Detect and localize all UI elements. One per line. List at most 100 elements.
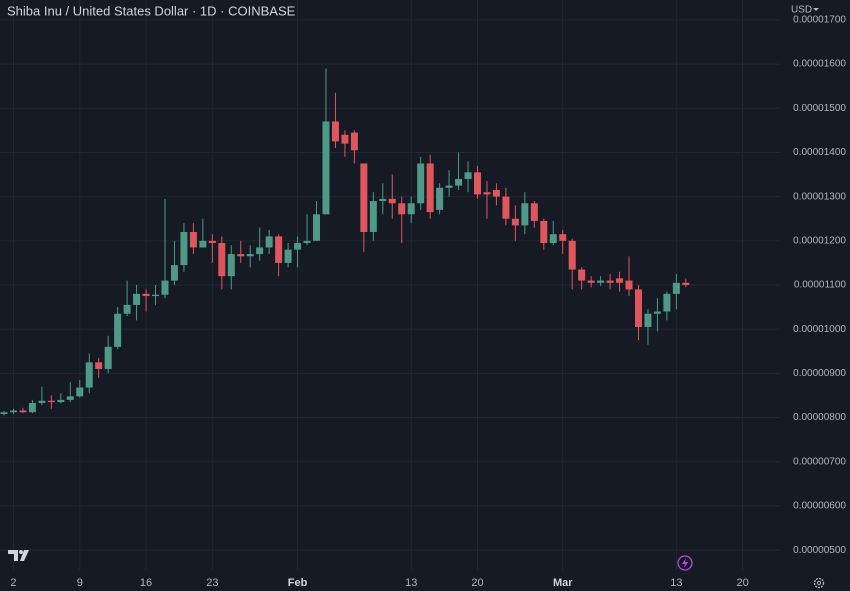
candle-body bbox=[218, 243, 226, 277]
candle-body bbox=[237, 254, 245, 257]
candle-body bbox=[152, 294, 160, 297]
candle-body bbox=[76, 387, 84, 397]
candle-body bbox=[540, 220, 548, 244]
tradingview-logo[interactable] bbox=[8, 550, 29, 561]
candle-body bbox=[644, 313, 652, 327]
candle-body bbox=[199, 240, 207, 248]
candle-body bbox=[284, 249, 292, 263]
candle-body bbox=[455, 178, 463, 186]
candle-body bbox=[104, 346, 112, 369]
y-tick-label: 0.00000700 bbox=[793, 456, 846, 467]
candle-body bbox=[275, 236, 283, 263]
y-tick-label: 0.00000900 bbox=[793, 368, 846, 379]
candle-body bbox=[341, 134, 349, 144]
candle-body bbox=[161, 280, 169, 295]
candle-body bbox=[568, 240, 576, 270]
candle-body bbox=[47, 400, 55, 403]
candle-body bbox=[294, 243, 302, 250]
y-tick-label: 0.00000600 bbox=[793, 501, 846, 512]
candle-body bbox=[426, 163, 434, 213]
candle-body bbox=[180, 231, 188, 266]
x-tick-label: 13 bbox=[670, 577, 682, 589]
candle-body bbox=[663, 293, 671, 312]
candle-body bbox=[492, 190, 500, 197]
candle-body bbox=[388, 198, 396, 204]
x-tick-label: 20 bbox=[471, 577, 483, 589]
candle-body bbox=[521, 203, 529, 226]
y-tick-label: 0.00001600 bbox=[793, 59, 846, 70]
candle-body bbox=[19, 410, 27, 413]
candle-body bbox=[123, 304, 131, 314]
settings-icon[interactable] bbox=[813, 577, 825, 589]
candle-body bbox=[322, 121, 330, 215]
x-tick-label: Feb bbox=[288, 577, 308, 589]
candle-body bbox=[9, 410, 17, 413]
candle-body bbox=[625, 280, 633, 290]
dropdown-arrow[interactable] bbox=[813, 8, 819, 11]
candle-body bbox=[350, 132, 358, 151]
x-tick-label: 13 bbox=[405, 577, 417, 589]
y-tick-label: 0.00001300 bbox=[793, 191, 846, 202]
x-tick-label: 16 bbox=[140, 577, 152, 589]
candle-body bbox=[464, 172, 472, 179]
candle-body bbox=[634, 289, 642, 327]
candle-body bbox=[246, 254, 254, 257]
chart-title: Shiba Inu / United States Dollar · 1D · … bbox=[7, 3, 296, 18]
candle-body bbox=[85, 362, 93, 388]
candle-body bbox=[227, 254, 235, 277]
y-tick-label: 0.00001700 bbox=[793, 15, 846, 26]
candle-body bbox=[265, 236, 273, 248]
candle-body bbox=[502, 196, 510, 219]
candle-body bbox=[142, 293, 150, 297]
candle-body bbox=[189, 231, 197, 248]
candle-body bbox=[360, 163, 368, 232]
candle-body bbox=[28, 402, 36, 413]
y-tick-label: 0.00001200 bbox=[793, 235, 846, 246]
candle-body bbox=[530, 203, 538, 221]
y-axis: 0.00000500 0.00000600 0.00000700 0.00000800… bbox=[793, 15, 846, 556]
candle-body bbox=[95, 362, 103, 369]
candle-body bbox=[256, 247, 264, 255]
candle-body bbox=[653, 311, 661, 314]
candle-body bbox=[436, 187, 444, 210]
x-tick-label: 20 bbox=[737, 577, 749, 589]
candle-body bbox=[483, 192, 491, 195]
y-tick-label: 0.00001000 bbox=[793, 324, 846, 335]
candle-body bbox=[407, 203, 415, 215]
candle-body bbox=[369, 201, 377, 232]
candle-body bbox=[511, 218, 519, 226]
candle-body bbox=[57, 399, 65, 403]
candle-body bbox=[66, 396, 74, 400]
candle-body bbox=[606, 280, 614, 283]
candle-body bbox=[398, 203, 406, 215]
candle-body bbox=[549, 234, 557, 244]
candle-body bbox=[133, 293, 141, 305]
y-tick-label: 0.00001100 bbox=[794, 280, 847, 291]
candle-body bbox=[303, 240, 311, 244]
candle-body bbox=[682, 282, 690, 285]
x-axis: 2 9 16 23 Feb 13 20 Mar 13 20 bbox=[10, 577, 748, 589]
candle-body bbox=[587, 280, 595, 283]
y-tick-label: 0.00001500 bbox=[793, 103, 846, 114]
candle-body bbox=[331, 121, 339, 142]
candle-body bbox=[0, 412, 8, 415]
x-tick-label: 2 bbox=[10, 577, 16, 589]
y-tick-label: 0.00001400 bbox=[793, 147, 846, 158]
candle-body bbox=[170, 265, 178, 281]
candle-body bbox=[208, 240, 216, 244]
currency-selector[interactable]: USD bbox=[791, 5, 812, 16]
candle-body bbox=[616, 278, 624, 283]
candle-body bbox=[417, 163, 425, 204]
candle-body bbox=[559, 234, 567, 241]
candle-body bbox=[474, 172, 481, 195]
candle-body bbox=[114, 313, 122, 347]
candles bbox=[0, 68, 690, 416]
candle-body bbox=[38, 400, 46, 403]
lightning-icon[interactable] bbox=[677, 555, 693, 571]
x-tick-label: Mar bbox=[553, 577, 573, 589]
y-tick-label: 0.00000500 bbox=[793, 545, 846, 556]
y-tick-label: 0.00000800 bbox=[793, 412, 846, 423]
